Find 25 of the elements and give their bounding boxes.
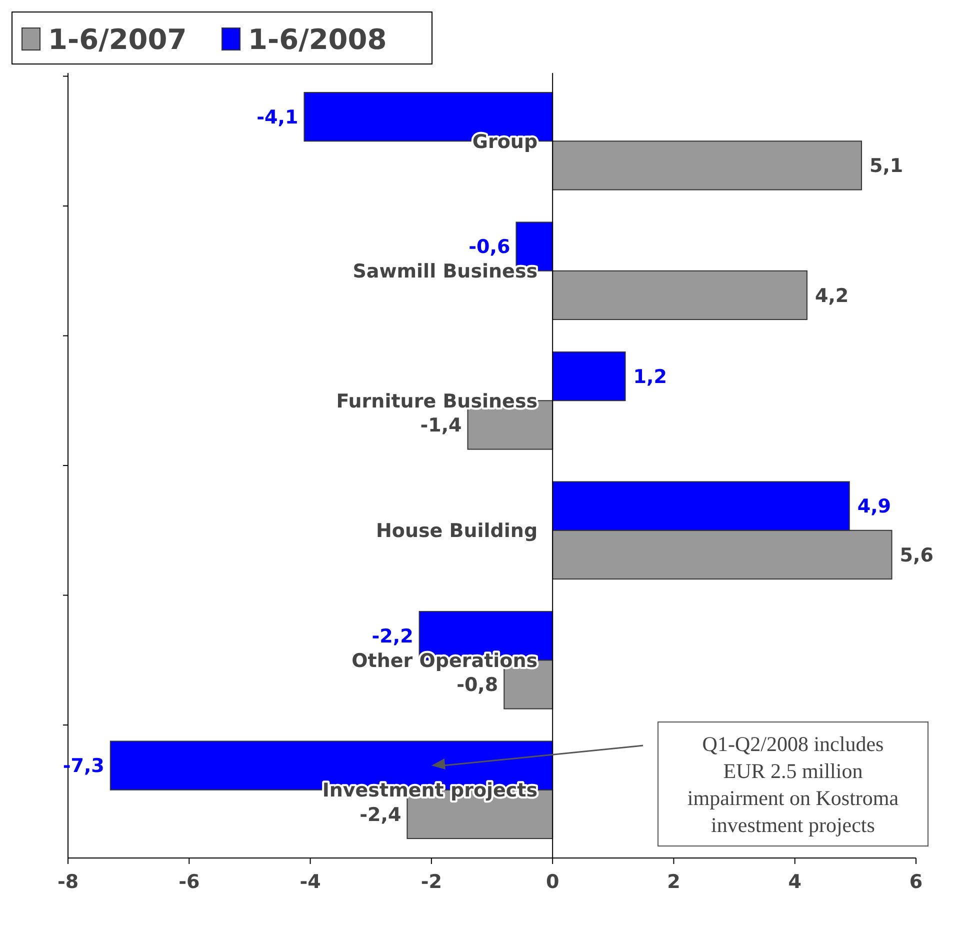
data-label: -2,2 bbox=[372, 625, 414, 648]
legend-label: 1-6/2007 bbox=[48, 22, 187, 56]
data-label: 4,2 bbox=[814, 284, 849, 307]
x-tick-label: -6 bbox=[178, 871, 200, 893]
x-tick-label: 6 bbox=[909, 871, 923, 893]
x-tick-label: 0 bbox=[546, 871, 560, 893]
legend-label: 1-6/2008 bbox=[248, 22, 387, 56]
annotation: Q1-Q2/2008 includes EUR 2.5 million impairment on Kostroma investment projects bbox=[687, 732, 900, 837]
y-tick-label: House Building bbox=[376, 520, 538, 542]
y-tick-label: Furniture Business bbox=[336, 390, 538, 412]
data-label: -4,1 bbox=[256, 106, 298, 128]
x-tick-label: -4 bbox=[300, 871, 321, 893]
x-tick-label: -8 bbox=[57, 871, 79, 893]
x-tick-label: 2 bbox=[667, 871, 680, 893]
x-tick-label: -2 bbox=[420, 871, 442, 893]
data-label: 1,2 bbox=[633, 366, 667, 388]
data-label: -1,4 bbox=[420, 414, 462, 437]
data-label: 5,6 bbox=[900, 544, 934, 566]
data-label: 5,1 bbox=[869, 155, 904, 178]
data-label: -2,4 bbox=[360, 804, 402, 826]
x-tick-label: 4 bbox=[788, 871, 802, 893]
data-label: -0,8 bbox=[456, 674, 498, 696]
data-label: 4,9 bbox=[857, 496, 892, 518]
y-tick-label: Sawmill Business bbox=[352, 260, 538, 283]
data-label: -0,6 bbox=[468, 236, 510, 258]
